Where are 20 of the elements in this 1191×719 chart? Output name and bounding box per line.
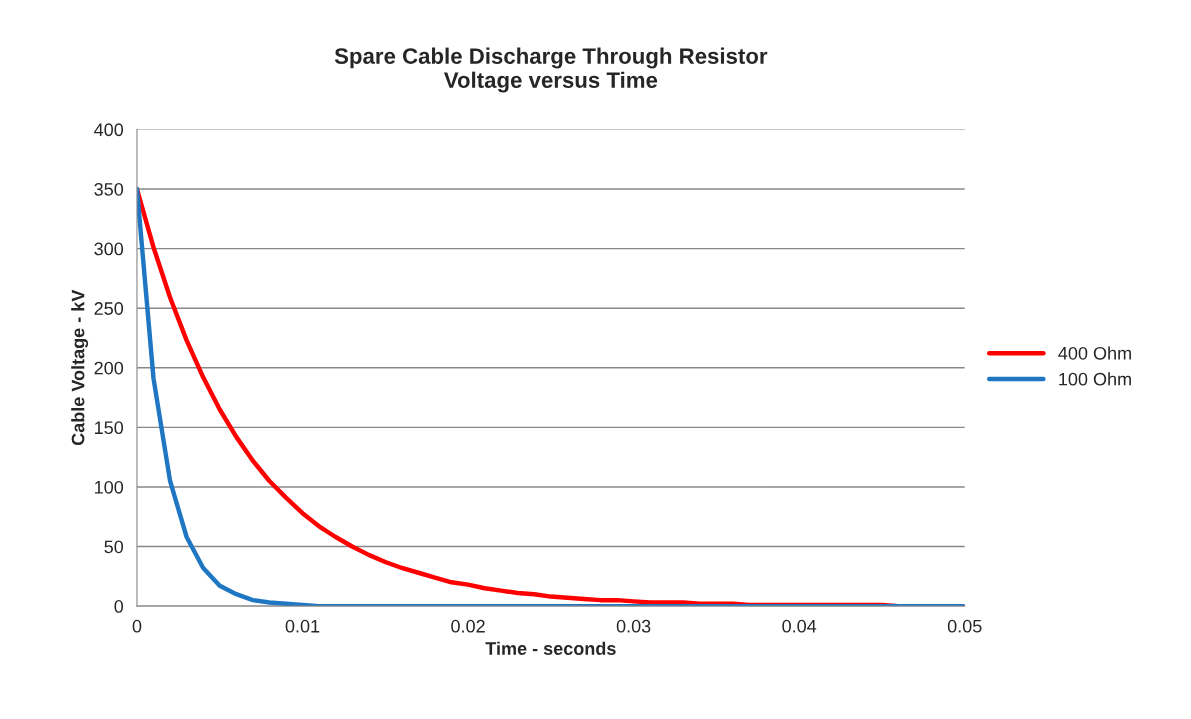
y-tick-label: 400 xyxy=(94,123,124,137)
y-tick-label: 150 xyxy=(95,421,124,435)
x-tick-label: 0.02 xyxy=(451,619,485,633)
x-tick-label: 0.05 xyxy=(947,619,982,633)
x-tick-label: 0.01 xyxy=(285,619,320,633)
chart-title: Spare Cable Discharge Through Resistor Voltage versus Time xyxy=(334,47,768,93)
y-axis-title: Cable Voltage - kV xyxy=(71,289,89,446)
y-tick-label: 50 xyxy=(104,540,124,554)
y-tick-label: 350 xyxy=(94,182,124,196)
legend-label: 100 Ohm xyxy=(1059,372,1131,386)
x-tick-label: 0.03 xyxy=(616,619,651,633)
y-tick-label: 100 xyxy=(95,480,124,494)
y-tick-label: 300 xyxy=(94,242,124,256)
y-tick-label: 250 xyxy=(94,302,124,315)
y-tick-label: 200 xyxy=(94,361,124,375)
x-tick-label: 0.04 xyxy=(782,619,817,633)
y-tick-label: 0 xyxy=(114,600,124,613)
legend-label: 400 Ohm xyxy=(1058,346,1131,360)
x-axis-title: Time - seconds xyxy=(485,641,616,655)
x-tick-label: 0 xyxy=(132,619,142,633)
